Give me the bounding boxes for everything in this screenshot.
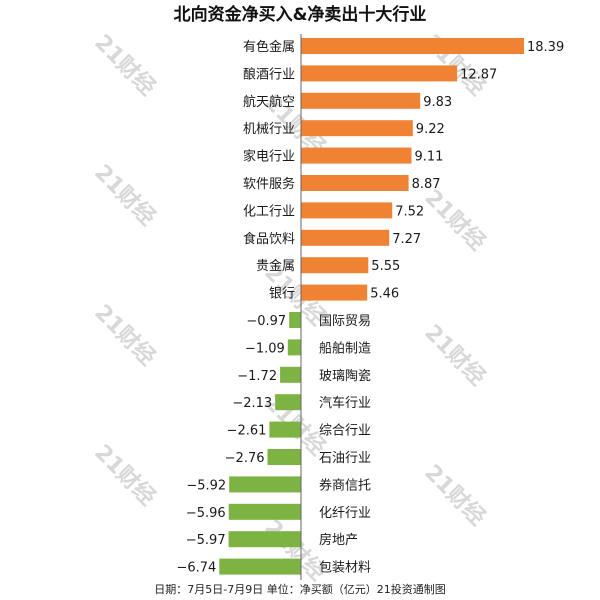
bar-18 (228, 503, 301, 520)
value-label-4: 9.22 (416, 122, 445, 137)
category-label-17: 券商信托 (319, 477, 371, 493)
bar-20 (219, 558, 301, 575)
value-label-6: 8.87 (412, 177, 441, 192)
bars-layer: 有色金属 18.39 酿酒行业 12.87 航天航空 9.83 机械行业 9.22 家电行业 9.… (176, 38, 564, 576)
value-label-12: −1.09 (245, 341, 285, 356)
watermark-1: 21财经 (89, 29, 160, 100)
value-label-14: −2.13 (232, 396, 272, 411)
bar-4 (301, 120, 413, 137)
bar-11 (289, 312, 301, 328)
value-label-1: 18.39 (527, 40, 564, 55)
bar-15 (269, 421, 301, 438)
watermark-9: 21财经 (89, 439, 160, 510)
category-label-8: 食品饮料 (243, 231, 295, 247)
footnote: 日期：7月5日-7月9日 单位：净买额（亿元）21投资通制图 (154, 582, 445, 596)
bar-19 (228, 531, 301, 548)
watermark-5: 21财经 (419, 184, 490, 255)
bar-1 (301, 38, 524, 54)
value-label-3: 9.83 (423, 95, 452, 110)
category-label-5: 家电行业 (243, 149, 295, 165)
value-label-18: −5.96 (186, 506, 226, 521)
bar-2 (301, 65, 458, 82)
watermark-4: 21财经 (89, 159, 160, 230)
category-label-10: 银行 (269, 287, 295, 302)
category-label-18: 化纤行业 (319, 506, 371, 521)
bar-14 (275, 394, 301, 411)
value-label-7: 7.52 (395, 204, 424, 219)
value-label-11: −0.97 (246, 314, 286, 329)
category-label-6: 软件服务 (243, 176, 295, 192)
value-label-9: 5.55 (371, 259, 400, 274)
watermark-6: 21财经 (89, 299, 160, 370)
bar-13 (280, 366, 301, 383)
value-label-17: −5.92 (186, 478, 226, 493)
value-label-16: −2.76 (225, 451, 265, 466)
watermark-11: 21财经 (419, 459, 490, 530)
category-label-20: 包装材料 (319, 561, 371, 576)
bar-5 (301, 147, 412, 164)
bar-8 (301, 229, 390, 246)
category-label-1: 有色金属 (243, 39, 295, 55)
bar-7 (301, 202, 393, 219)
category-label-13: 玻璃陶瓷 (319, 368, 371, 384)
bar-12 (287, 339, 301, 356)
value-label-8: 7.27 (392, 232, 421, 247)
value-label-5: 9.11 (415, 150, 444, 165)
category-label-2: 酿酒行业 (243, 66, 295, 82)
value-label-15: −2.61 (227, 424, 267, 439)
category-label-12: 船舶制造 (319, 340, 371, 356)
category-label-16: 石油行业 (319, 451, 371, 466)
category-label-14: 汽车行业 (319, 395, 371, 411)
value-label-2: 12.87 (460, 67, 497, 82)
category-label-11: 国际贸易 (319, 314, 371, 329)
value-label-19: −5.97 (186, 533, 226, 548)
bar-10 (301, 284, 368, 301)
bar-17 (229, 476, 301, 493)
category-label-4: 机械行业 (243, 122, 295, 137)
bar-3 (301, 92, 421, 109)
bar-16 (267, 449, 301, 465)
bar-6 (301, 175, 409, 191)
value-label-13: −1.72 (237, 369, 277, 384)
category-label-9: 贵金属 (256, 258, 295, 274)
category-label-7: 化工行业 (243, 204, 295, 219)
category-label-3: 航天航空 (243, 94, 295, 110)
value-label-10: 5.46 (370, 287, 399, 302)
watermark-8: 21财经 (419, 319, 490, 390)
category-label-15: 综合行业 (319, 424, 371, 439)
chart-title: 北向资金净买入&净卖出十大行业 (174, 4, 427, 25)
value-label-20: −6.74 (176, 561, 216, 576)
category-label-19: 房地产 (319, 532, 358, 548)
bar-9 (301, 257, 369, 274)
